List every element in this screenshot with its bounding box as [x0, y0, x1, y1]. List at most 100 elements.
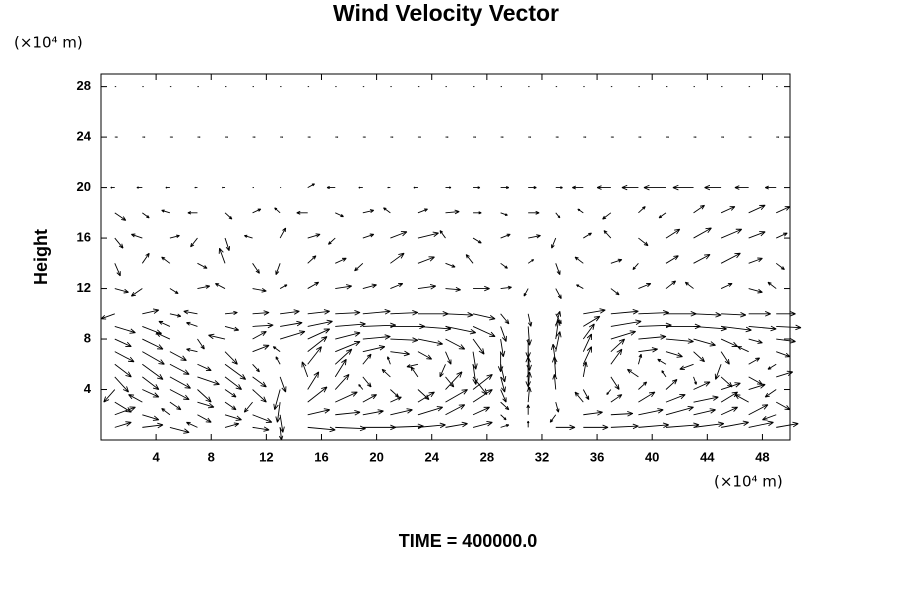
wind-arrow: [169, 363, 190, 375]
wind-arrow: [215, 283, 226, 289]
wind-arrow: [142, 325, 162, 335]
wind-arrow: [275, 356, 281, 365]
wind-arrow: [334, 348, 353, 365]
wind-arrow: [555, 313, 562, 325]
y-tick-label: 12: [77, 280, 91, 295]
wind-arrow: [693, 136, 697, 138]
wind-arrow: [737, 346, 749, 353]
wind-arrow: [197, 284, 211, 289]
wind-arrow: [583, 308, 606, 315]
wind-arrow: [335, 331, 361, 340]
wind-arrow: [672, 184, 694, 191]
wind-arrow: [114, 376, 129, 393]
wind-arrow: [307, 336, 328, 353]
wind-arrow: [224, 237, 230, 251]
wind-arrow: [500, 389, 507, 403]
wind-arrow: [583, 136, 587, 138]
wind-arrow: [169, 426, 190, 434]
wind-arrow: [445, 136, 449, 138]
wind-arrow: [307, 309, 330, 315]
wind-arrow: [582, 323, 595, 340]
wind-arrow: [528, 136, 532, 138]
wind-arrow: [406, 363, 419, 368]
wind-arrow: [638, 347, 658, 353]
wind-arrow: [335, 257, 347, 264]
wind-arrow: [334, 373, 350, 390]
wind-arrow: [638, 408, 664, 416]
wind-arrow: [197, 414, 212, 423]
wind-arrow: [358, 384, 364, 390]
wind-arrow: [169, 376, 191, 389]
wind-arrow: [275, 263, 281, 275]
wind-arrow: [142, 376, 160, 390]
wind-arrow: [720, 252, 741, 264]
wind-arrow: [197, 363, 212, 372]
wind-arrow: [362, 334, 391, 340]
wind-arrow: [252, 322, 274, 329]
wind-arrow: [610, 258, 623, 264]
wind-arrow: [748, 325, 777, 332]
wind-arrow: [275, 402, 281, 423]
wind-arrow: [142, 308, 160, 315]
y-tick-label: 24: [77, 129, 92, 144]
wind-arrow: [775, 262, 785, 271]
wind-arrow: [500, 313, 510, 325]
wind-arrow: [224, 363, 247, 380]
wind-arrow: [776, 421, 799, 428]
wind-arrow: [693, 204, 705, 214]
wind-arrow: [576, 284, 584, 289]
wind-arrow: [638, 391, 656, 403]
wind-arrow: [417, 231, 439, 239]
wind-arrow: [472, 406, 490, 416]
wind-arrow: [721, 420, 749, 428]
wind-arrow: [142, 414, 160, 421]
wind-arrow: [222, 186, 226, 189]
wind-arrow: [224, 422, 240, 428]
wind-arrow: [638, 237, 649, 247]
wind-arrow: [665, 228, 681, 239]
wind-arrow: [610, 136, 614, 138]
wind-arrow: [354, 262, 364, 272]
wind-arrow: [335, 284, 353, 290]
wind-arrow: [693, 338, 716, 347]
wind-arrow: [657, 358, 667, 365]
wind-arrow: [296, 210, 308, 215]
wind-arrow: [383, 207, 391, 214]
wind-arrow: [417, 208, 428, 214]
wind-arrow: [555, 136, 559, 138]
wind-arrow: [161, 256, 171, 264]
x-tick-label: 40: [645, 449, 659, 464]
wind-arrow: [472, 421, 493, 428]
wind-arrow: [272, 346, 281, 353]
wind-arrow: [693, 254, 711, 264]
wind-arrow: [693, 381, 711, 390]
wind-arrow: [665, 136, 669, 138]
wind-arrow: [307, 426, 336, 433]
wind-arrow: [278, 427, 284, 441]
wind-arrow: [693, 408, 716, 416]
wind-arrow: [472, 389, 493, 403]
wind-arrow: [610, 394, 623, 403]
wind-arrow: [583, 315, 601, 327]
wind-arrow: [169, 401, 182, 411]
wind-arrow: [473, 285, 490, 292]
wind-arrow: [610, 338, 626, 352]
wind-arrow: [142, 212, 150, 219]
wind-arrow: [445, 325, 477, 335]
wind-arrow: [390, 136, 394, 138]
wind-arrow: [638, 136, 642, 138]
x-tick-label: 32: [535, 449, 549, 464]
wind-arrow: [194, 186, 198, 189]
wind-arrow: [358, 186, 363, 189]
wind-arrow: [497, 351, 504, 373]
x-tick-label: 36: [590, 449, 604, 464]
wind-arrow: [555, 402, 560, 413]
wind-arrow: [335, 310, 361, 316]
wind-arrow: [606, 389, 612, 395]
wind-arrow: [252, 136, 256, 138]
wind-arrow: [610, 348, 623, 365]
wind-arrow: [186, 421, 198, 428]
wind-arrow: [500, 212, 508, 216]
wind-arrow: [555, 263, 561, 275]
